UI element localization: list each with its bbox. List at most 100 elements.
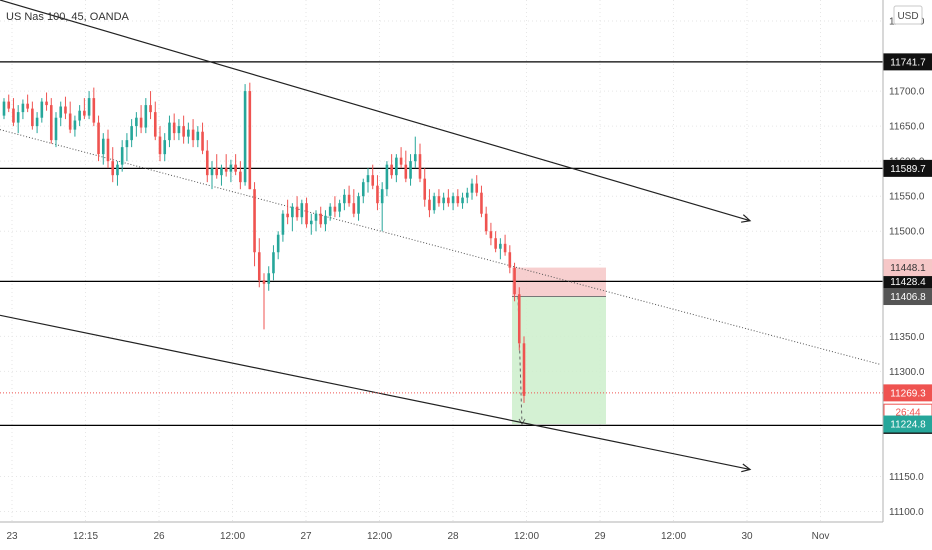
candle-body — [385, 164, 389, 190]
candle-body — [366, 175, 370, 183]
candles — [2, 82, 526, 403]
currency-button[interactable]: USD — [893, 5, 923, 25]
candle-body — [522, 343, 526, 396]
candle-body — [111, 161, 115, 176]
y-tick-label: 11500.0 — [889, 227, 925, 238]
candle-body — [139, 117, 143, 128]
candle-body — [130, 126, 133, 141]
candle-body — [205, 150, 209, 176]
candle-body — [437, 196, 441, 204]
entry-price-tag-bg — [883, 288, 932, 306]
channel-trendline — [0, 0, 751, 222]
candle-body — [243, 91, 247, 183]
candle-body — [451, 196, 455, 204]
y-tick-label: 11650.0 — [889, 122, 925, 133]
level-price-tag-text: 11428.4 — [890, 277, 926, 288]
price-tags: 11741.711589.711428.411222.911448.111406… — [883, 53, 932, 434]
candle-body — [73, 120, 77, 130]
candle-body — [517, 294, 521, 344]
candle-body — [328, 206, 332, 216]
trendline-arrowhead — [741, 214, 752, 223]
candle-body — [418, 154, 422, 179]
candle-body — [404, 164, 408, 179]
target-price-tag-bg — [883, 415, 932, 433]
candle-body — [253, 189, 256, 253]
candle-body — [49, 105, 53, 141]
candle-body — [494, 238, 497, 249]
current-price-tag-text: 11269.3 — [890, 388, 926, 399]
candle-body — [508, 252, 512, 268]
candle-body — [465, 192, 469, 198]
candle-body — [423, 178, 427, 200]
x-tick-label: 12:00 — [367, 531, 392, 542]
candle-body — [276, 234, 280, 253]
candle-body — [125, 140, 129, 148]
candle-body — [291, 206, 294, 218]
target-price-tag-text: 11224.8 — [890, 420, 926, 431]
currency-label: USD — [897, 11, 918, 22]
x-tick-label: 12:00 — [514, 531, 539, 542]
stop-price-tag: 11448.1 — [883, 259, 932, 277]
candle-body — [428, 199, 431, 211]
candle-body — [371, 175, 375, 186]
candle-body — [380, 189, 384, 204]
candle-body — [224, 168, 228, 172]
candle-body — [248, 91, 252, 190]
candle-body — [92, 98, 96, 123]
candle-body — [503, 243, 507, 253]
horizontal-levels — [0, 61, 883, 426]
x-tick-label: 30 — [741, 531, 753, 542]
candle-body — [101, 138, 105, 155]
candle-body — [168, 122, 171, 141]
candle-body — [262, 280, 266, 284]
y-tick-label: 11550.0 — [889, 192, 925, 203]
y-tick-label: 11350.0 — [889, 332, 925, 343]
candle-body — [352, 203, 356, 214]
candle-body — [229, 164, 233, 172]
candle-body — [191, 129, 195, 141]
candle-body — [300, 203, 304, 218]
candle-body — [87, 98, 91, 116]
position-zones — [512, 267, 606, 426]
candle-body — [390, 164, 393, 176]
trendline-arrowhead — [741, 463, 752, 473]
candle-body — [470, 183, 474, 193]
x-tick-label: 28 — [447, 531, 459, 542]
candle-body — [399, 157, 403, 165]
candle-body — [442, 197, 445, 204]
candle-body — [31, 108, 34, 127]
candle-body — [153, 112, 157, 137]
candle-body — [68, 113, 72, 130]
candle-body — [343, 194, 346, 204]
stop-price-tag-bg — [883, 259, 932, 277]
candle-body — [40, 101, 44, 118]
take-profit-zone — [512, 296, 606, 425]
candle-body — [286, 213, 289, 218]
level-price-tag-text: 11741.7 — [890, 57, 926, 68]
candle-body — [201, 131, 204, 151]
x-tick-label: Nov — [812, 531, 830, 542]
candle-body — [116, 164, 119, 176]
candle-body — [309, 220, 313, 225]
time-axis: 23 12:15 26 12:00 27 12:00 28 12:00 29 12:00 30 Nov — [6, 531, 829, 542]
candle-body — [144, 105, 148, 128]
candle-body — [357, 196, 360, 214]
candle-body — [97, 122, 100, 155]
candle-body — [187, 129, 190, 137]
candle-body — [314, 213, 318, 221]
x-tick-label: 12:00 — [661, 531, 686, 542]
candle-body — [12, 108, 15, 123]
current-price-tag: 11269.3 — [883, 384, 932, 402]
target-price-tag: 11224.8 — [883, 415, 932, 433]
candle-body — [475, 183, 479, 193]
current-price-tag-bg — [883, 384, 932, 402]
candle-body — [196, 131, 200, 141]
candle-body — [16, 112, 20, 123]
candle-body — [45, 101, 48, 106]
entry-price-tag-text: 11406.8 — [890, 292, 926, 303]
level-price-tag: 11741.7 — [883, 53, 932, 71]
candle-body — [461, 197, 464, 204]
candle-body — [333, 206, 337, 212]
